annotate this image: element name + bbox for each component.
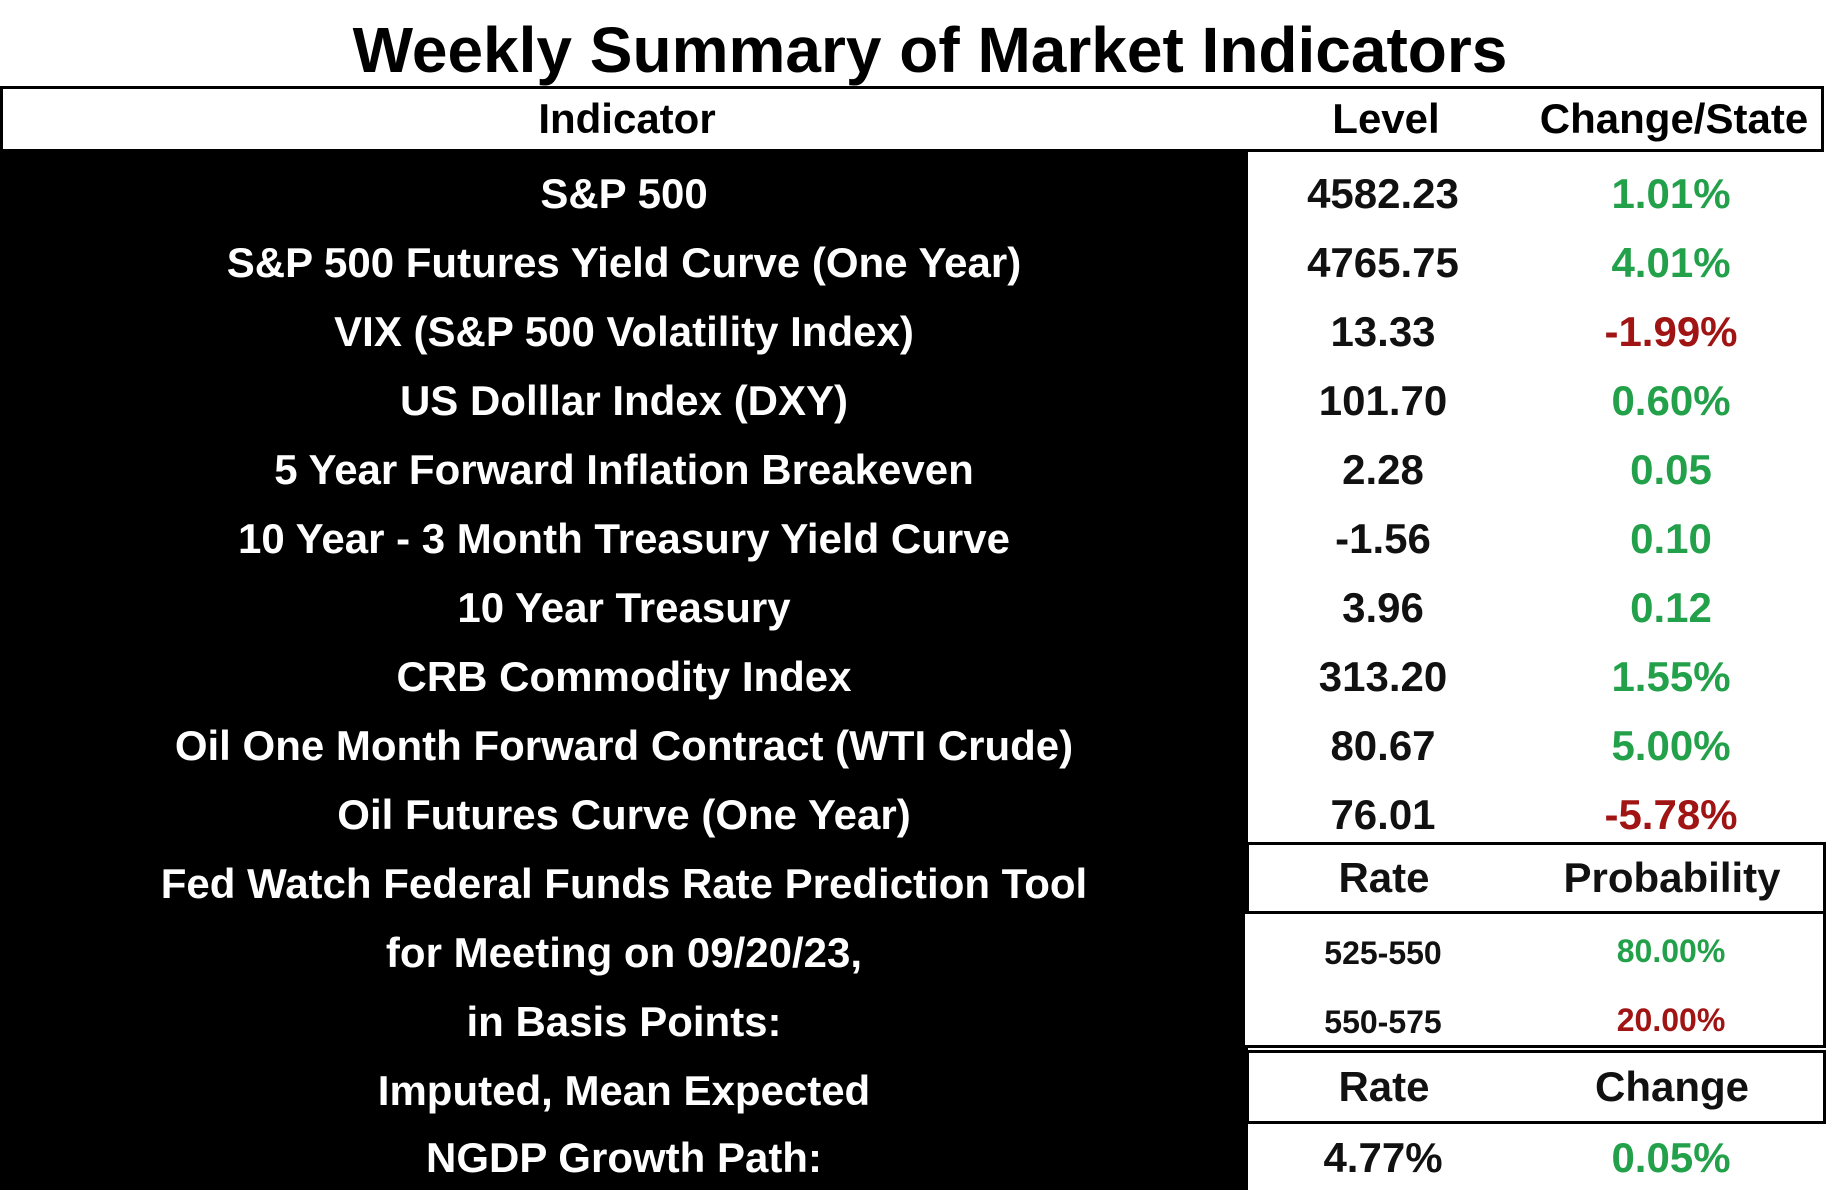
row-indicator: 10 Year - 3 Month Treasury Yield Curve	[238, 515, 1010, 562]
row-indicator: US Dolllar Index (DXY)	[399, 377, 849, 424]
ngdp-rate-header: Rate	[1338, 1063, 1430, 1110]
row-level: 3.96	[1342, 584, 1424, 631]
fedwatch-line3: in Basis Points:	[466, 998, 782, 1045]
ngdp-line2: NGDP Growth Path:	[426, 1134, 822, 1181]
row-change: 5.00%	[1611, 722, 1731, 769]
ngdp-change: 0.05%	[1611, 1134, 1731, 1181]
fedwatch-rate: 525-550	[1324, 935, 1442, 971]
header-change-state: Change/State	[1539, 95, 1809, 142]
row-indicator: 10 Year Treasury	[457, 584, 791, 631]
row-indicator: S&P 500 Futures Yield Curve (One Year)	[226, 239, 1022, 286]
indicator-column-background	[0, 152, 1248, 1190]
row-change: 0.10	[1630, 515, 1712, 562]
row-level: 4765.75	[1307, 239, 1459, 286]
fedwatch-probability: 80.00%	[1616, 933, 1726, 969]
ngdp-header-box: Rate Change	[1246, 1050, 1826, 1124]
row-level: 313.20	[1318, 653, 1448, 700]
fedwatch-header-box: Rate Probability	[1246, 842, 1826, 914]
ngdp-rate: 4.77%	[1323, 1134, 1443, 1181]
row-change: -5.78%	[1604, 791, 1738, 838]
row-level: 80.67	[1330, 722, 1436, 769]
header-level: Level	[1332, 95, 1440, 142]
row-indicator: Oil Futures Curve (One Year)	[337, 791, 911, 838]
row-change: 1.55%	[1611, 653, 1731, 700]
ngdp-line1: Imputed, Mean Expected	[377, 1067, 871, 1114]
row-change: 4.01%	[1611, 239, 1731, 286]
row-indicator: Oil One Month Forward Contract (WTI Crud…	[174, 722, 1074, 769]
row-indicator: VIX (S&P 500 Volatility Index)	[334, 308, 914, 355]
fedwatch-rate: 550-575	[1324, 1004, 1442, 1040]
fedwatch-line1: Fed Watch Federal Funds Rate Prediction …	[160, 860, 1088, 907]
row-indicator: CRB Commodity Index	[396, 653, 852, 700]
row-level: 4582.23	[1307, 170, 1459, 217]
fedwatch-rate-header: Rate	[1338, 854, 1430, 901]
row-level: 101.70	[1318, 377, 1448, 424]
row-change: 1.01%	[1611, 170, 1731, 217]
row-change: 0.12	[1630, 584, 1712, 631]
row-level: -1.56	[1335, 515, 1431, 562]
fedwatch-probability: 20.00%	[1616, 1002, 1726, 1038]
row-indicator: S&P 500	[540, 170, 708, 217]
fedwatch-line2: for Meeting on 09/20/23,	[385, 929, 863, 976]
header-indicator: Indicator	[538, 95, 716, 142]
row-indicator: 5 Year Forward Inflation Breakeven	[274, 446, 974, 493]
row-change: 0.60%	[1611, 377, 1731, 424]
row-level: 2.28	[1342, 446, 1424, 493]
row-change: -1.99%	[1604, 308, 1738, 355]
ngdp-change-header: Change	[1594, 1063, 1749, 1110]
page-title: Weekly Summary of Market Indicators	[352, 14, 1508, 86]
row-level: 76.01	[1330, 791, 1436, 838]
fedwatch-probability-header: Probability	[1563, 854, 1781, 901]
row-change: 0.05	[1630, 446, 1712, 493]
row-level: 13.33	[1330, 308, 1436, 355]
fedwatch-values-box	[1242, 914, 1826, 1048]
table-header: Indicator Level Change/State	[0, 86, 1824, 152]
